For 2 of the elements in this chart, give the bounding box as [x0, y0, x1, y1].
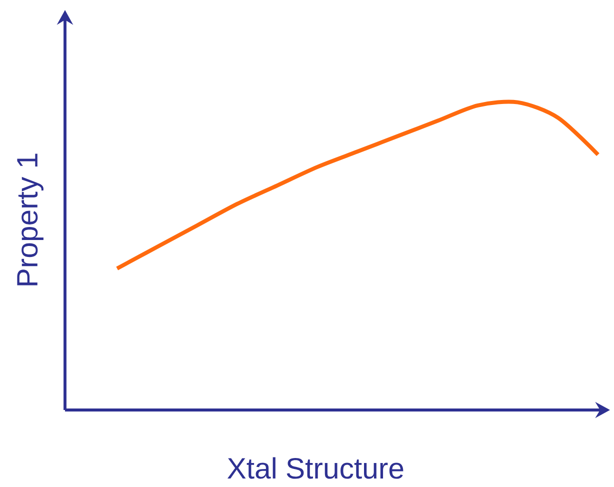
x-axis-title: Xtal Structure: [227, 457, 404, 479]
y-axis-title: Property 1: [17, 154, 44, 286]
